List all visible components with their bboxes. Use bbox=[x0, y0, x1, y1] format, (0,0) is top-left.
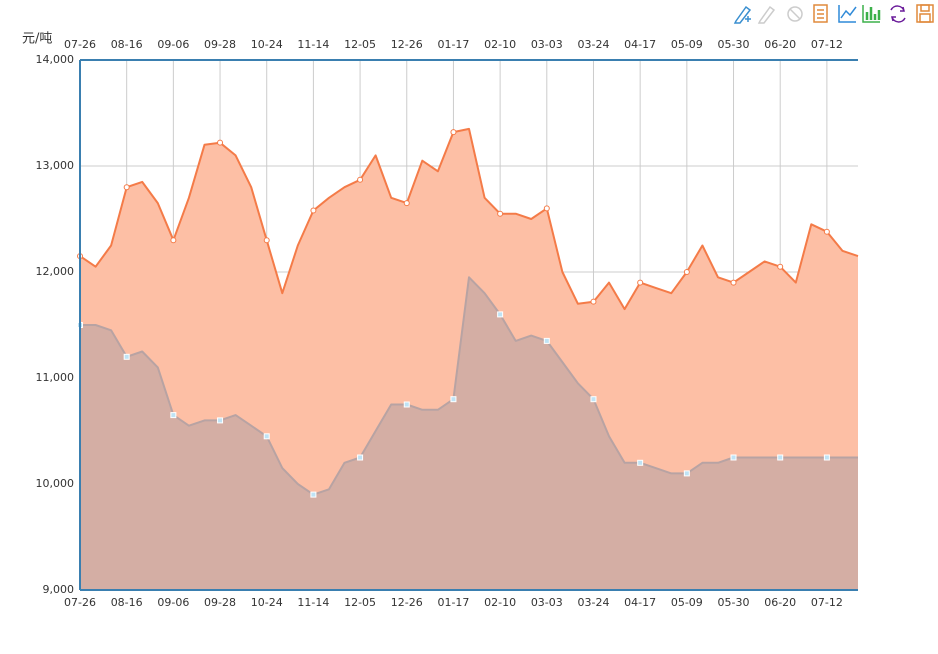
x-tick-label: 07-26 bbox=[64, 596, 96, 609]
x-tick-label-top: 09-28 bbox=[204, 38, 236, 51]
point bbox=[263, 237, 270, 244]
tool-save[interactable] bbox=[916, 4, 934, 23]
x-tick-label: 03-24 bbox=[577, 596, 609, 609]
point bbox=[637, 279, 644, 286]
x-tick-label-top: 05-30 bbox=[718, 38, 750, 51]
point bbox=[310, 491, 317, 498]
point bbox=[123, 353, 130, 360]
point bbox=[170, 412, 177, 419]
x-tick-label-top: 08-16 bbox=[111, 38, 143, 51]
point bbox=[823, 228, 830, 235]
x-tick-label: 04-17 bbox=[624, 596, 656, 609]
point bbox=[497, 210, 504, 217]
point bbox=[497, 311, 504, 318]
point bbox=[590, 396, 597, 403]
tool-mark-clear[interactable] bbox=[787, 6, 803, 22]
x-tick-label: 11-14 bbox=[297, 596, 329, 609]
y-tick-label: 9,000 bbox=[43, 583, 75, 596]
point bbox=[403, 401, 410, 408]
point bbox=[450, 396, 457, 403]
point bbox=[637, 459, 644, 466]
tool-mark-undo[interactable] bbox=[757, 5, 776, 24]
x-tick-label-top: 04-17 bbox=[624, 38, 656, 51]
x-tick-label: 05-09 bbox=[671, 596, 703, 609]
point bbox=[683, 269, 690, 275]
tool-line[interactable] bbox=[838, 5, 857, 23]
x-tick-label-top: 12-05 bbox=[344, 38, 376, 51]
x-tick-label: 03-03 bbox=[531, 596, 563, 609]
tool-mark[interactable] bbox=[733, 5, 752, 24]
x-tick-label: 06-20 bbox=[764, 596, 796, 609]
x-tick-label: 12-26 bbox=[391, 596, 423, 609]
point bbox=[217, 139, 224, 146]
point bbox=[170, 237, 177, 244]
point bbox=[450, 129, 457, 136]
tool-data-view[interactable] bbox=[813, 4, 828, 23]
x-tick-label: 02-10 bbox=[484, 596, 516, 609]
x-tick-label-top: 12-26 bbox=[391, 38, 423, 51]
point bbox=[823, 454, 830, 461]
x-tick-label-top: 03-24 bbox=[577, 38, 609, 51]
point bbox=[683, 470, 690, 477]
x-tick-label-top: 06-20 bbox=[764, 38, 796, 51]
y-axis-unit: 元/吨 bbox=[22, 32, 52, 47]
point bbox=[543, 205, 550, 212]
point bbox=[590, 298, 597, 305]
y-tick-label: 12,000 bbox=[36, 265, 75, 278]
point bbox=[730, 279, 737, 286]
y-tick-label: 10,000 bbox=[36, 477, 75, 490]
x-tick-label-top: 01-17 bbox=[437, 38, 469, 51]
point bbox=[403, 200, 410, 207]
x-tick-label-top: 09-06 bbox=[157, 38, 189, 51]
x-tick-label-top: 03-03 bbox=[531, 38, 563, 51]
x-tick-label: 09-06 bbox=[157, 596, 189, 609]
point bbox=[357, 454, 364, 461]
y-tick-label: 13,000 bbox=[36, 159, 75, 172]
tool-restore[interactable] bbox=[890, 5, 906, 23]
x-tick-label: 07-12 bbox=[811, 596, 843, 609]
tool-bar[interactable] bbox=[862, 5, 881, 23]
point bbox=[543, 337, 550, 344]
x-tick-label-top: 11-14 bbox=[297, 38, 329, 51]
y-tick-label: 11,000 bbox=[36, 371, 75, 384]
line bbox=[80, 276, 858, 496]
x-tick-label: 09-28 bbox=[204, 596, 236, 609]
point bbox=[123, 184, 130, 191]
x-tick-label: 10-24 bbox=[251, 596, 283, 609]
x-tick-label: 08-16 bbox=[111, 596, 143, 609]
point bbox=[310, 207, 317, 214]
x-tick-label-top: 02-10 bbox=[484, 38, 516, 51]
x-tick-label: 12-05 bbox=[344, 596, 376, 609]
point bbox=[730, 454, 737, 461]
x-tick-label-top: 07-12 bbox=[811, 38, 843, 51]
x-tick-label: 05-30 bbox=[718, 596, 750, 609]
point bbox=[777, 263, 784, 270]
point bbox=[263, 433, 270, 440]
x-tick-label-top: 10-24 bbox=[251, 38, 283, 51]
line bbox=[79, 127, 859, 311]
toolbar bbox=[733, 4, 934, 24]
y-tick-label: 14,000 bbox=[36, 53, 75, 66]
x-tick-label-top: 05-09 bbox=[671, 38, 703, 51]
point bbox=[777, 454, 784, 461]
x-tick-label-top: 07-26 bbox=[64, 38, 96, 51]
point bbox=[357, 176, 364, 183]
point bbox=[217, 417, 224, 424]
x-tick-label: 01-17 bbox=[437, 596, 469, 609]
area-fill bbox=[80, 277, 858, 590]
